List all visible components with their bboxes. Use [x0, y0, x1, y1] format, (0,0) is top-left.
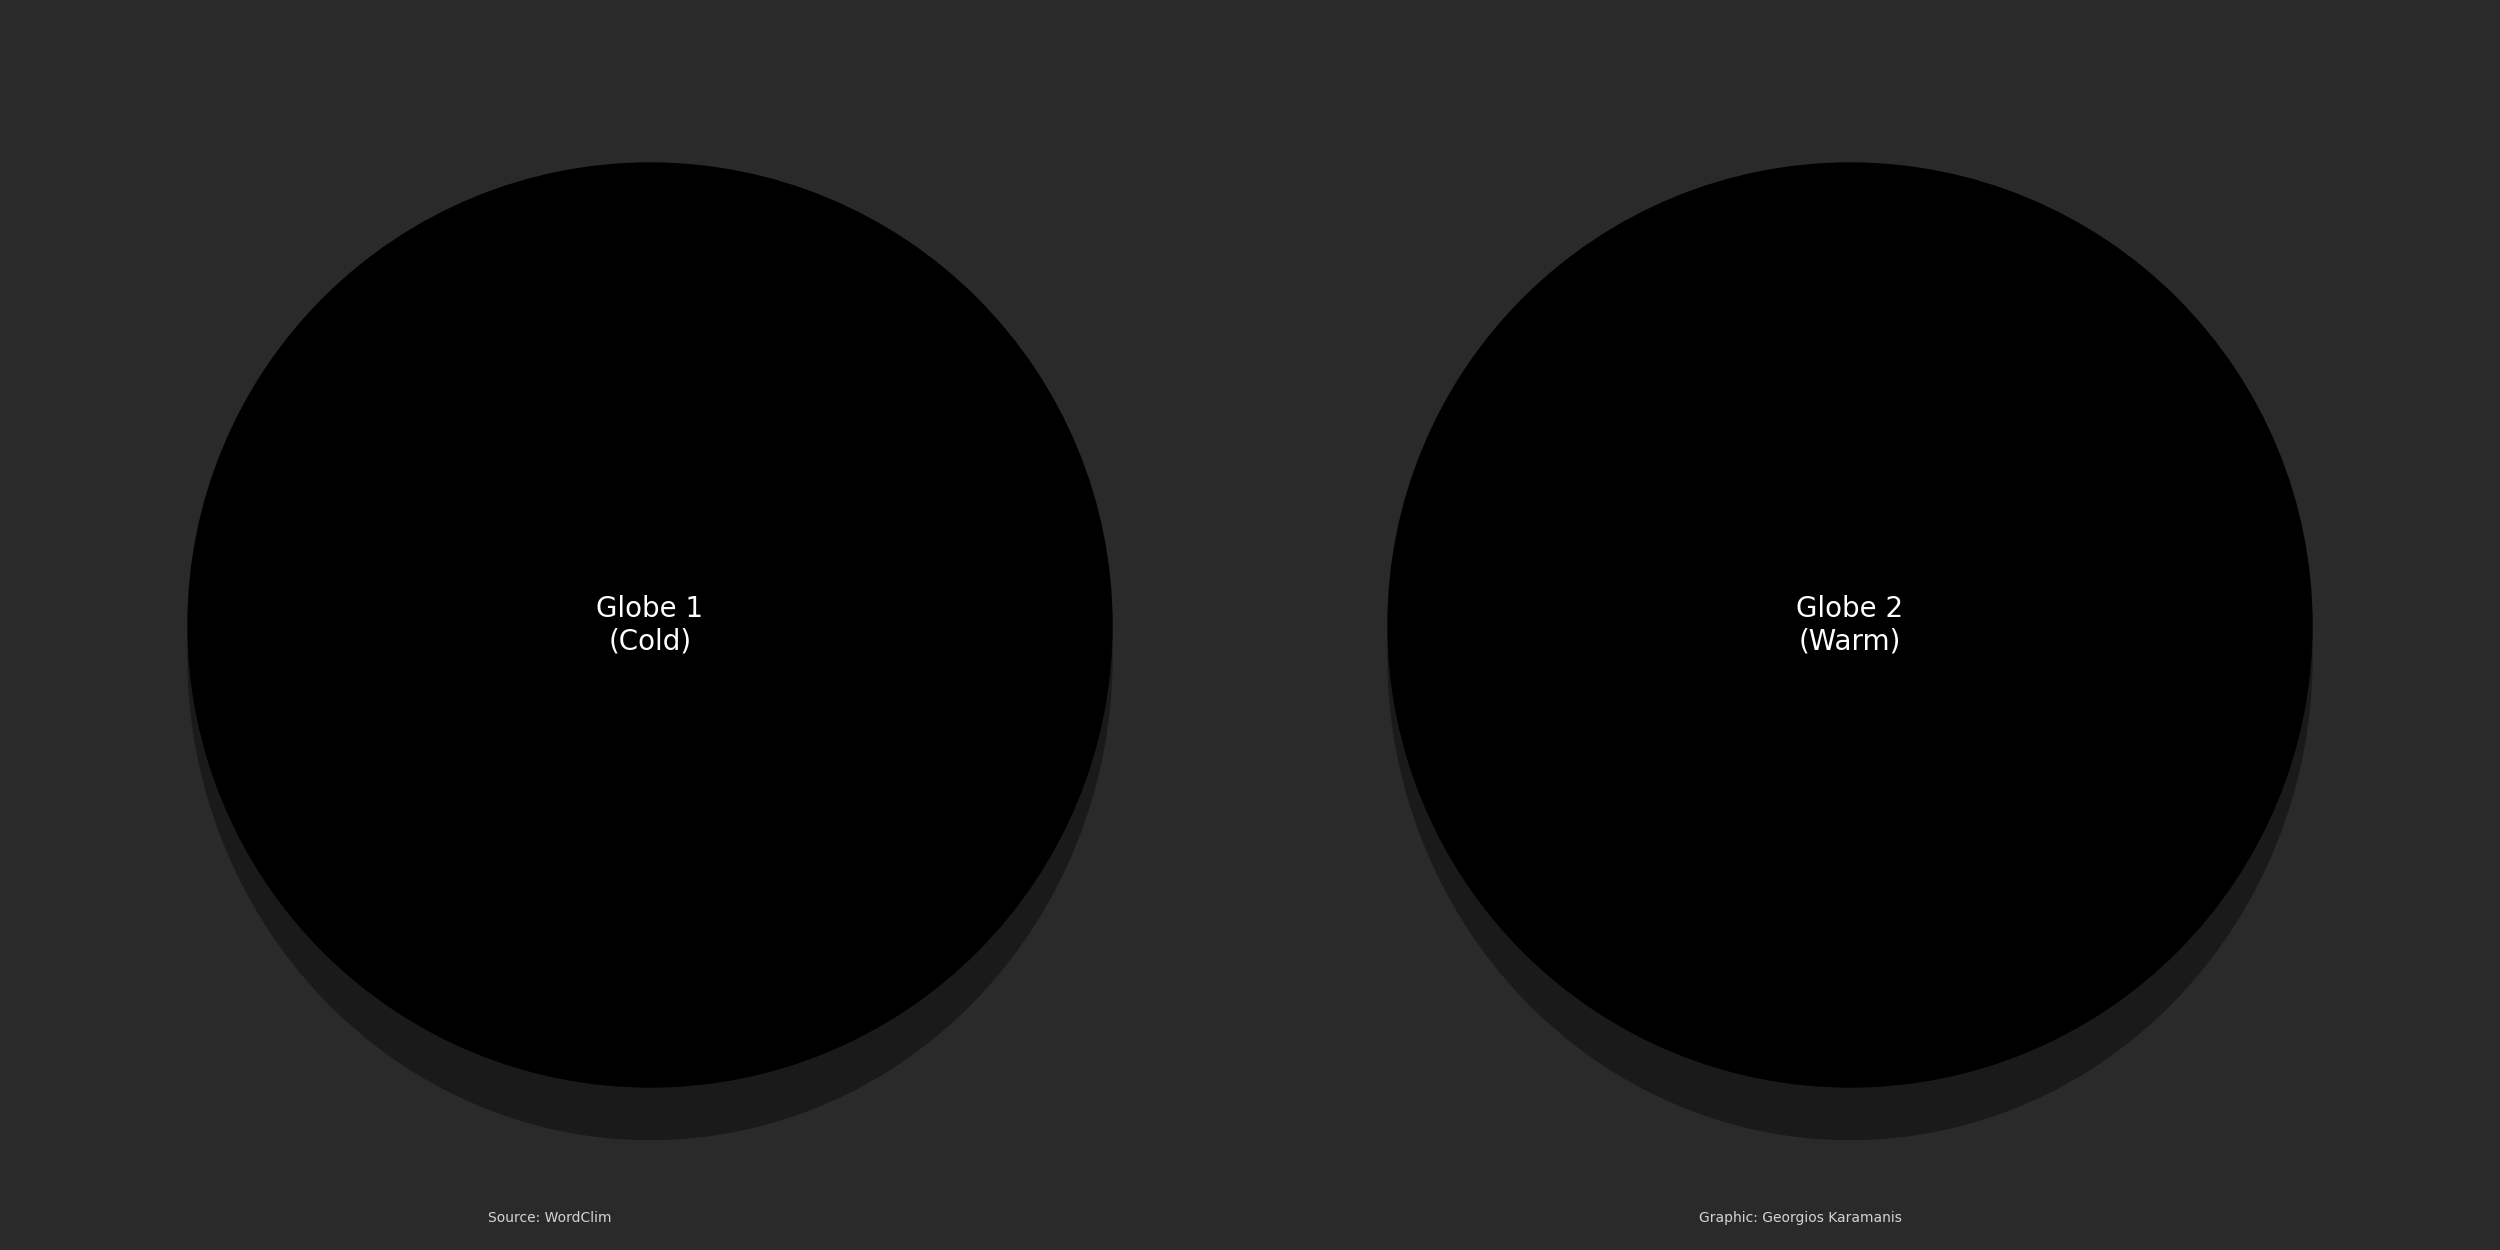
Ellipse shape	[1388, 174, 2312, 1140]
Text: Source: WordClim: Source: WordClim	[488, 1211, 612, 1225]
Text: Graphic: Georgios Karamanis: Graphic: Georgios Karamanis	[1698, 1211, 1903, 1225]
Circle shape	[188, 162, 1112, 1088]
Text: Globe 2
(Warm): Globe 2 (Warm)	[1798, 595, 1902, 655]
Text: Globe 1
(Cold): Globe 1 (Cold)	[598, 595, 703, 655]
Circle shape	[1388, 162, 2312, 1088]
Ellipse shape	[188, 174, 1112, 1140]
